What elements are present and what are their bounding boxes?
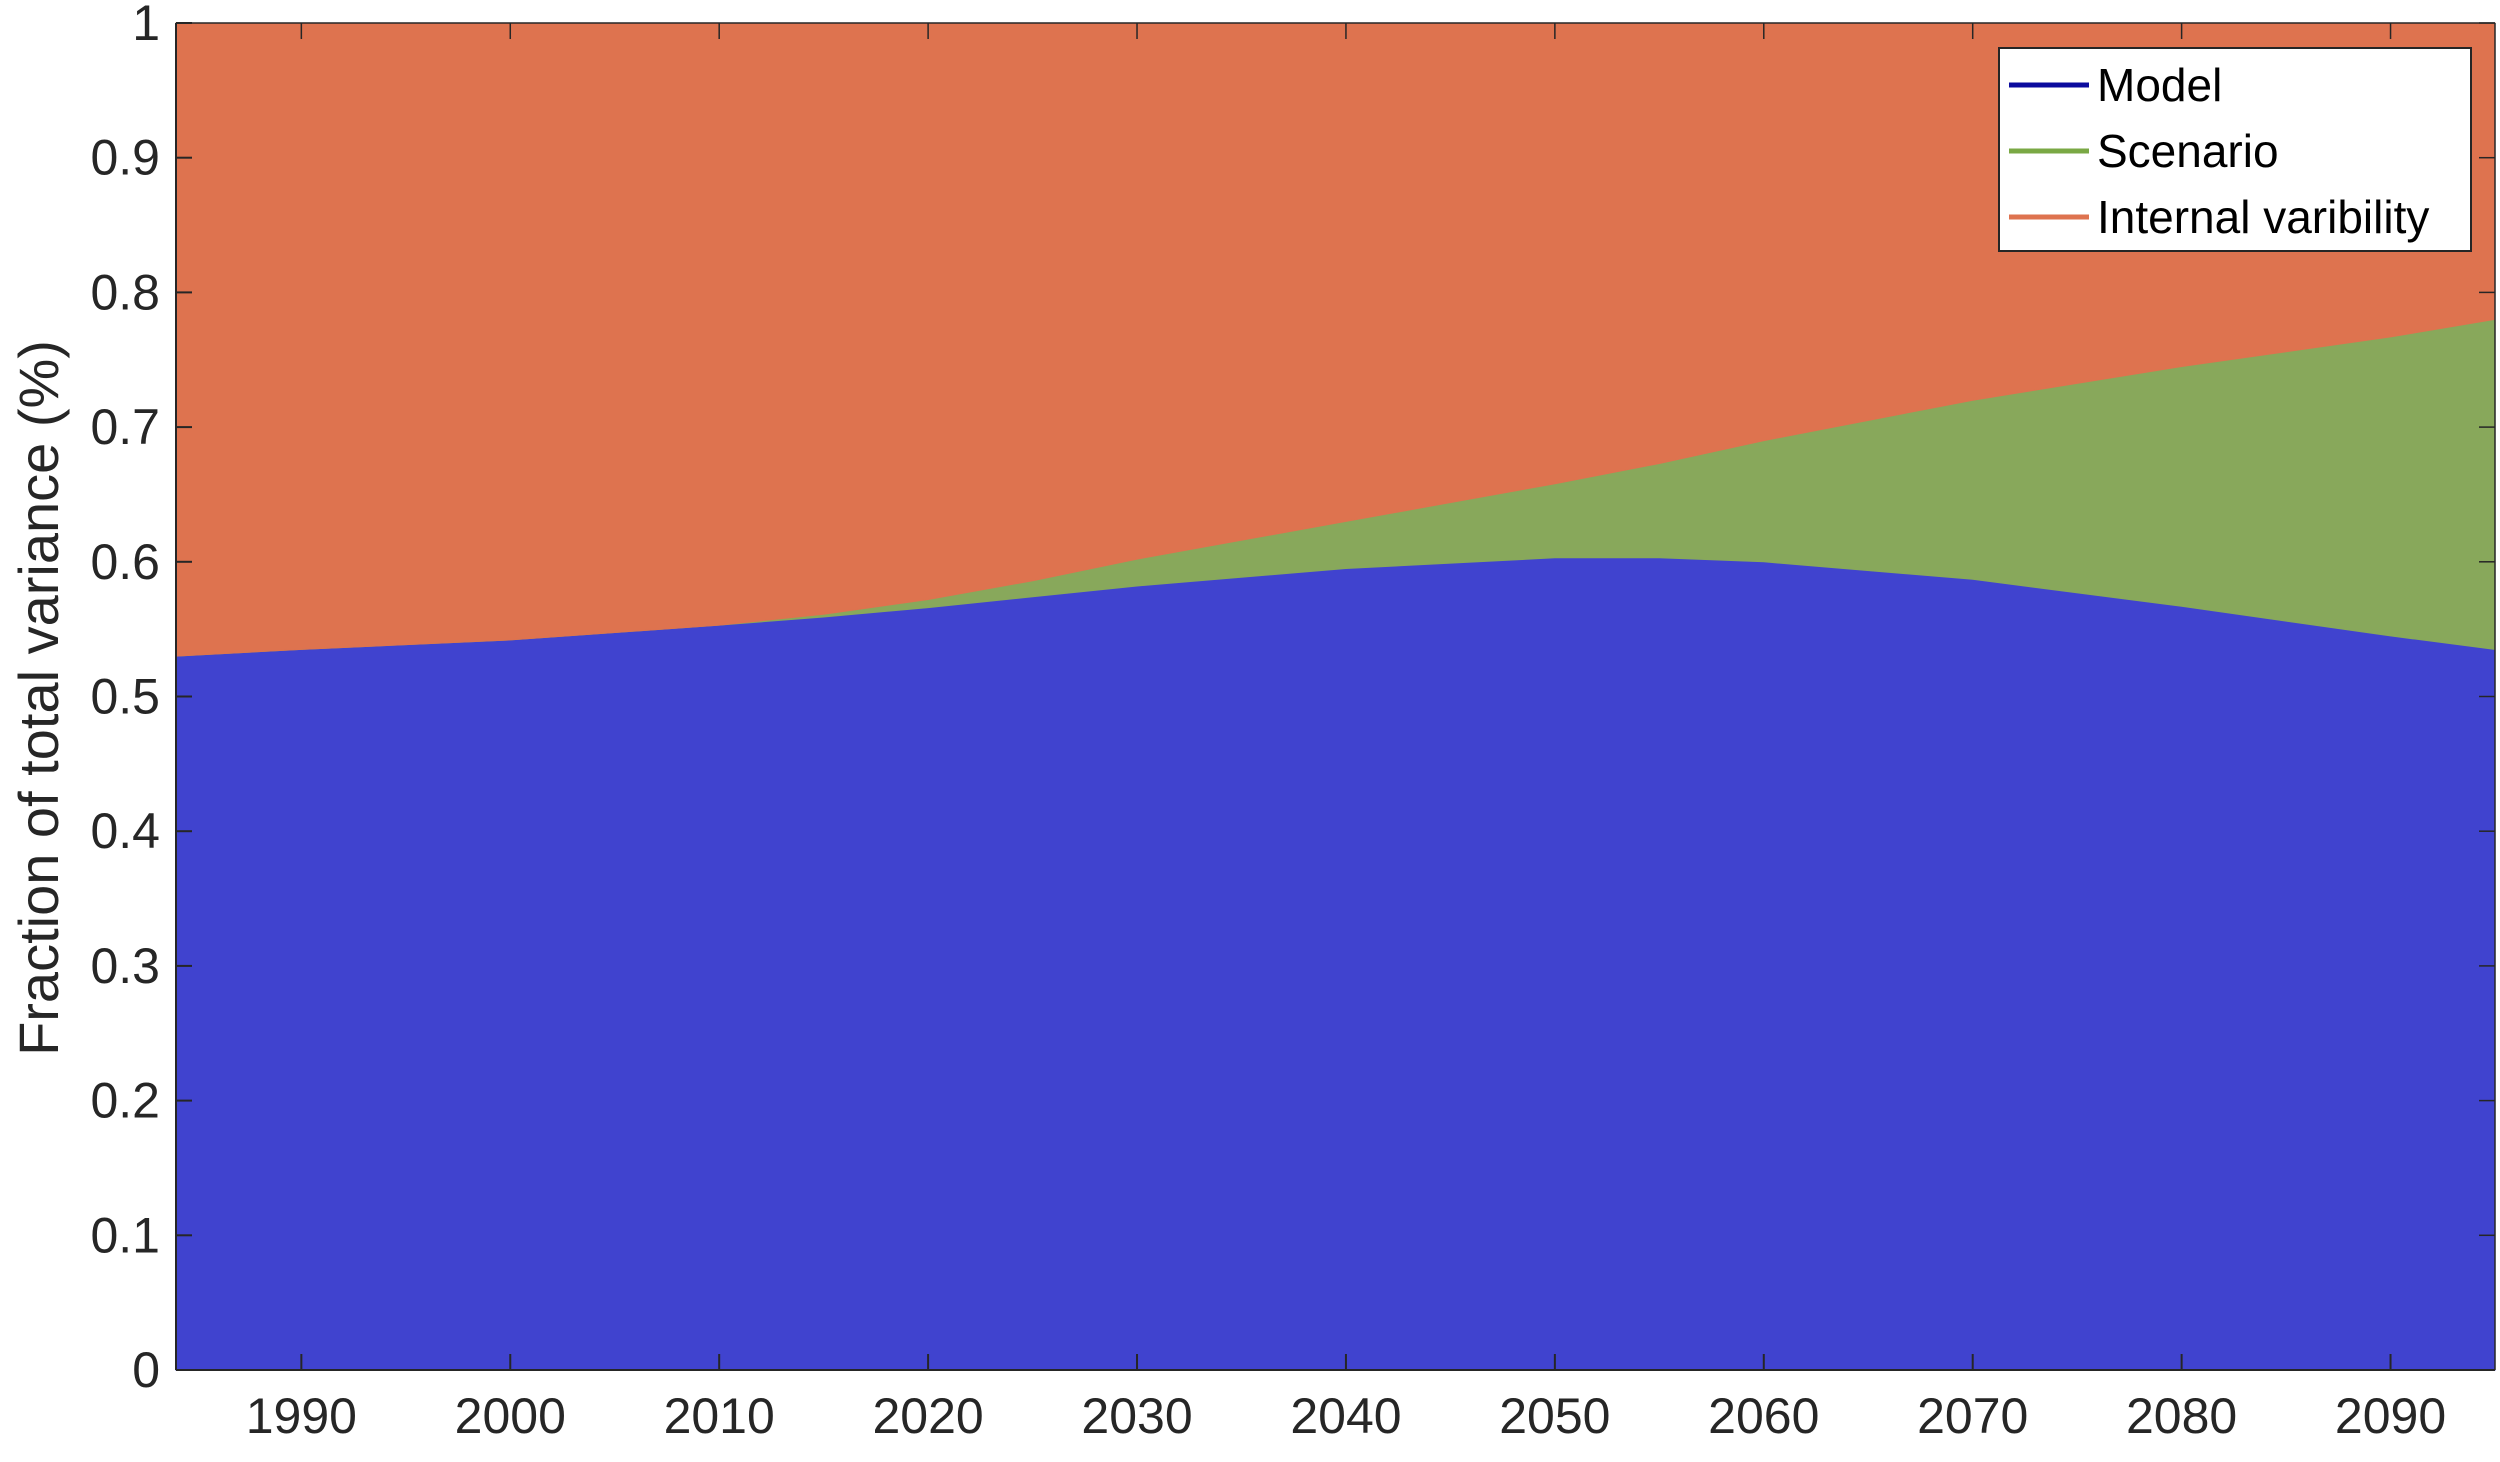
legend: Model Scenario Internal varibility [1998, 47, 2472, 252]
y-tick-label: 0.6 [90, 534, 160, 590]
y-tick-label: 0.1 [90, 1207, 160, 1263]
x-tick-label: 2000 [455, 1388, 566, 1444]
legend-label: Scenario [2097, 125, 2279, 177]
x-tick-label: 2020 [872, 1388, 983, 1444]
x-tick-label: 1990 [246, 1388, 357, 1444]
y-tick-label: 0.9 [90, 130, 160, 186]
y-axis-label: Fraction of total variance (%) [7, 340, 70, 1056]
legend-label: Model [2097, 59, 2222, 111]
y-tick-label: 1 [132, 0, 160, 51]
y-tick-label: 0.2 [90, 1073, 160, 1129]
y-axis-ticks: 0 0.1 0.2 0.3 0.4 0.5 0.6 0.7 0.8 0.9 1 [90, 0, 2495, 1398]
x-tick-label: 2090 [2335, 1388, 2446, 1444]
x-tick-label: 2070 [1917, 1388, 2028, 1444]
x-tick-label: 2080 [2126, 1388, 2237, 1444]
x-tick-label: 2040 [1290, 1388, 1401, 1444]
area-series-group [175, 22, 2496, 1371]
y-tick-label: 0.4 [90, 803, 160, 859]
x-tick-label: 2010 [664, 1388, 775, 1444]
area-model [175, 557, 2496, 1371]
y-tick-label: 0 [132, 1342, 160, 1398]
x-tick-label: 2030 [1081, 1388, 1192, 1444]
y-tick-label: 0.3 [90, 938, 160, 994]
x-axis-ticks: 1990 2000 2010 2020 2030 2040 2050 2060 2070 2080… [246, 23, 2446, 1444]
x-tick-label: 2050 [1499, 1388, 1610, 1444]
x-tick-label: 2060 [1708, 1388, 1819, 1444]
y-tick-label: 0.8 [90, 264, 160, 320]
y-tick-label: 0.5 [90, 669, 160, 725]
legend-label: Internal varibility [2097, 191, 2429, 243]
y-tick-label: 0.7 [90, 399, 160, 455]
